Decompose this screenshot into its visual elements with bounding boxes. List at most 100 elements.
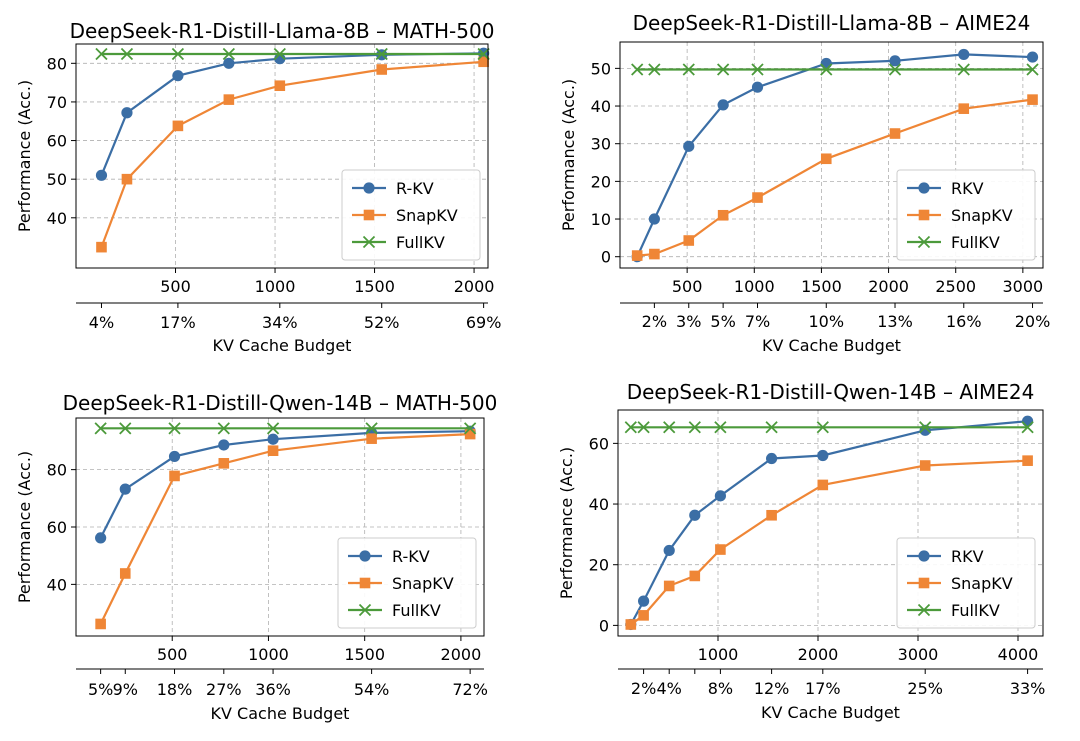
y-tick-label: 50 xyxy=(47,170,67,189)
secondary-tick-label: 4% xyxy=(89,313,114,332)
data-point xyxy=(1027,94,1038,105)
legend-item: FullKV xyxy=(907,601,1000,620)
legend-marker xyxy=(917,235,931,249)
data-point xyxy=(464,428,476,440)
legend-label: SnapKV xyxy=(951,574,1013,593)
legend-marker xyxy=(359,550,371,562)
y-tick-label: 0 xyxy=(601,248,611,267)
x-tick-label: 4000 xyxy=(998,645,1039,664)
chart-title: DeepSeek-R1-Distill-Llama-8B – MATH-500 xyxy=(70,19,495,43)
y-tick-label: 60 xyxy=(47,132,67,151)
secondary-tick-label: 17% xyxy=(805,679,841,698)
data-point xyxy=(171,47,185,61)
data-point xyxy=(889,128,901,139)
y-tick-label: 40 xyxy=(589,495,609,514)
data-point xyxy=(958,103,970,114)
legend-marker xyxy=(918,182,930,194)
data-point xyxy=(889,55,901,67)
data-point xyxy=(682,63,695,76)
x-tick-label: 1000 xyxy=(734,277,775,296)
data-point xyxy=(624,421,637,434)
legend-box xyxy=(341,169,481,261)
y-tick-label: 60 xyxy=(47,518,67,537)
secondary-tick-label: 34% xyxy=(262,313,298,332)
y-tick-label: 60 xyxy=(589,434,609,453)
y-tick-label: 40 xyxy=(591,97,611,116)
secondary-tick-label: 18% xyxy=(157,680,193,699)
y-axis-label: Performance (Acc.) xyxy=(557,447,576,599)
legend-item: RKV xyxy=(907,179,984,198)
x-tick-label: 2000 xyxy=(798,645,839,664)
chart-title: DeepSeek-R1-Distill-Qwen-14B – MATH-500 xyxy=(63,391,498,415)
secondary-tick-label: 27% xyxy=(206,680,242,699)
legend-marker xyxy=(359,577,371,589)
y-tick-label: 50 xyxy=(591,59,611,78)
legend-box xyxy=(896,537,1036,629)
series-fullkv xyxy=(631,63,1039,76)
legend-label: SnapKV xyxy=(396,206,458,225)
data-point xyxy=(683,235,695,246)
y-axis-label: Performance (Acc.) xyxy=(15,80,34,232)
legend-item: RKV xyxy=(907,547,984,566)
data-point xyxy=(168,422,181,435)
y-tick-label: 80 xyxy=(47,54,67,73)
secondary-tick-label: 13% xyxy=(877,312,913,331)
data-point xyxy=(957,63,970,76)
y-axis-label: Performance (Acc.) xyxy=(15,451,34,603)
secondary-tick-label: 5% xyxy=(710,312,735,331)
x-tick-label: 2000 xyxy=(868,277,909,296)
axes-frame xyxy=(619,41,1044,269)
legend-label: FullKV xyxy=(396,233,445,252)
data-point xyxy=(266,422,280,435)
x-tick-label: 1500 xyxy=(801,277,842,296)
secondary-tick-label: 17% xyxy=(160,313,196,332)
data-point xyxy=(1021,421,1034,434)
gridlines xyxy=(618,410,1043,636)
secondary-tick-label: 16% xyxy=(946,312,982,331)
data-point xyxy=(1026,51,1039,63)
x-axis-label: KV Cache Budget xyxy=(213,336,352,355)
legend-marker xyxy=(363,182,375,194)
legend-item: R-KV xyxy=(352,179,434,198)
y-tick-label: 20 xyxy=(589,556,609,575)
legend: RKV SnapKV FullKV xyxy=(896,169,1036,261)
data-point xyxy=(95,169,108,181)
data-point xyxy=(751,81,764,93)
legend-label: RKV xyxy=(951,547,984,566)
data-point xyxy=(638,595,650,607)
data-point xyxy=(1022,415,1034,427)
data-point xyxy=(95,47,108,61)
secondary-tick-label: 5% xyxy=(88,680,113,699)
axes-frame xyxy=(617,409,1044,637)
data-point xyxy=(223,57,235,69)
data-point xyxy=(752,192,763,203)
legend-label: SnapKV xyxy=(951,206,1013,225)
secondary-tick-label: 25% xyxy=(907,679,943,698)
data-point xyxy=(119,422,132,435)
secondary-tick-label: 36% xyxy=(255,680,291,699)
series-snapkv xyxy=(625,455,1033,630)
legend-label: FullKV xyxy=(951,233,1000,252)
y-tick-label: 20 xyxy=(591,172,611,191)
data-point xyxy=(274,80,286,92)
legend-label: FullKV xyxy=(392,601,441,620)
data-point xyxy=(919,460,931,471)
x-tick-label: 500 xyxy=(157,645,188,664)
legend-label: SnapKV xyxy=(392,574,454,593)
data-point xyxy=(217,422,230,435)
data-point xyxy=(218,439,230,451)
series-rkv xyxy=(625,415,1034,631)
data-point xyxy=(888,63,902,76)
legend-marker xyxy=(917,603,931,617)
data-point xyxy=(714,421,727,434)
data-point xyxy=(94,422,107,435)
x-tick-label: 1500 xyxy=(354,277,395,296)
data-point xyxy=(365,422,378,435)
data-point xyxy=(648,213,660,225)
data-point xyxy=(637,421,650,434)
y-tick-label: 70 xyxy=(47,93,67,112)
secondary-x-axis: 2% 4% 8% 12% 17% 25% 33% xyxy=(618,668,1045,698)
secondary-x-axis: 5% 9% 18% 27% 36% 54% 72% xyxy=(76,668,488,699)
data-point xyxy=(689,509,701,521)
